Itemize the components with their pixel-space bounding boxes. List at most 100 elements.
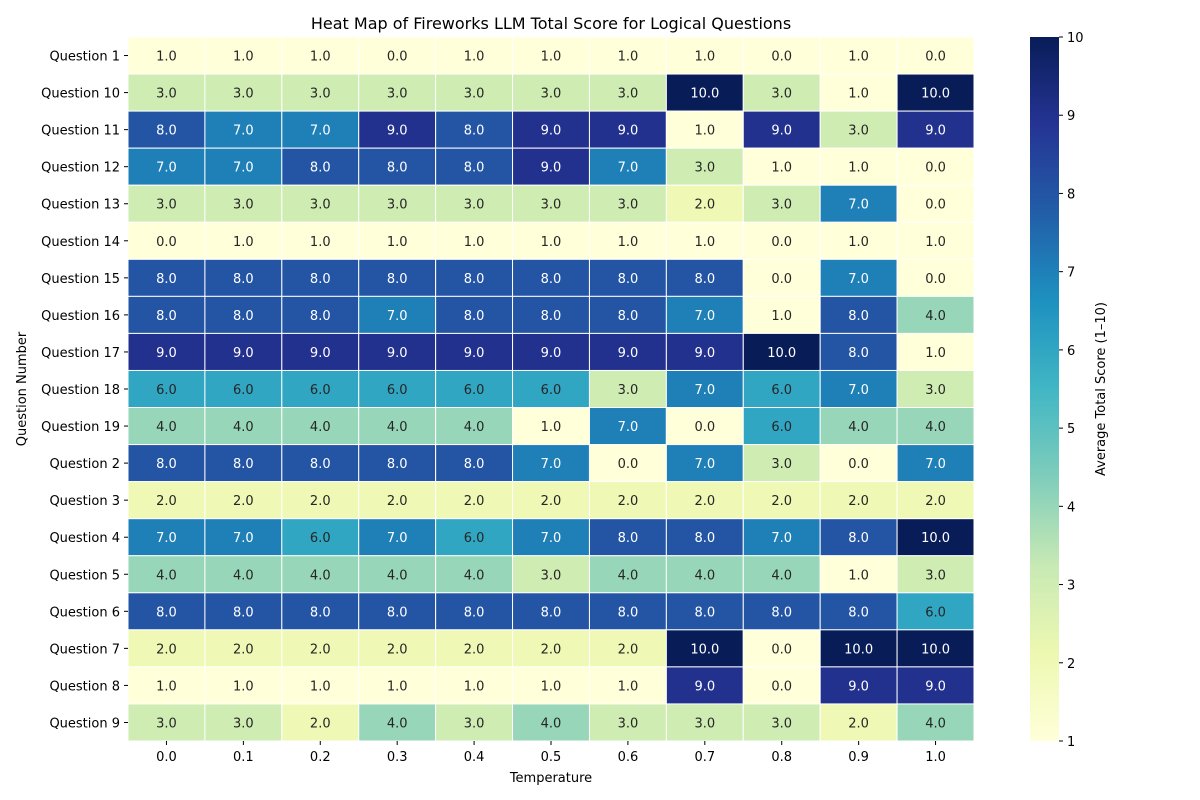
heatmap-cell: [665, 369, 744, 409]
heatmap-cell: [819, 147, 898, 186]
x-tick-labels: 0.0 0.1 0.2 0.3 0.4 0.5 0.6 0.7 0.8 0.9 1.0: [156, 741, 946, 765]
cell-value-label: 1.0: [156, 679, 177, 694]
cell-value-label: 3.0: [618, 716, 639, 731]
cell-value-label: 9.0: [925, 679, 946, 694]
heatmap-cell: [819, 73, 898, 112]
heatmap-cell: [819, 184, 898, 223]
heatmap-cell: [281, 481, 360, 520]
cell-value-label: 9.0: [541, 346, 562, 361]
cell-value-label: 8.0: [156, 605, 177, 620]
cell-value-label: 10.0: [844, 642, 873, 657]
heatmap-cell: [665, 666, 744, 705]
cell-value-label: 3.0: [771, 716, 792, 731]
heatmap-cell: [819, 444, 898, 483]
cell-value-label: 7.0: [541, 531, 562, 546]
cell-value-label: 2.0: [156, 494, 177, 509]
heatmap-cell: [358, 666, 437, 705]
cell-value-label: 9.0: [618, 346, 639, 361]
heatmap-cell: [896, 518, 975, 557]
heatmap-cell: [896, 258, 975, 297]
cell-value-label: 6.0: [464, 531, 485, 546]
cell-value-label: 3.0: [233, 716, 254, 731]
heatmap-cell: [512, 555, 590, 594]
cell-value-label: 10.0: [690, 642, 719, 657]
heatmap-cell: [665, 444, 744, 483]
heatmap-cell: [435, 73, 514, 112]
cell-value-label: 1.0: [848, 50, 869, 65]
cell-value-label: 8.0: [156, 309, 177, 324]
cell-value-label: 1.0: [233, 50, 254, 65]
cell-value-label: 4.0: [541, 716, 562, 731]
cell-value-label: 1.0: [771, 309, 792, 324]
cell-value-label: 2.0: [848, 716, 869, 731]
cell-value-label: 4.0: [464, 420, 485, 435]
cell-value-label: 7.0: [771, 531, 792, 546]
cell-value-label: 9.0: [541, 124, 562, 139]
heatmap-cell: [742, 518, 821, 557]
heatmap-cell: [588, 184, 667, 223]
cell-value-label: 1.0: [848, 568, 869, 583]
x-tick-label: 0.2: [310, 750, 331, 765]
heatmap-cell: [435, 444, 514, 483]
heatmap-cell: [512, 295, 590, 334]
cell-value-label: 2.0: [464, 642, 485, 657]
cell-value-label: 0.0: [925, 198, 946, 213]
heatmap-cell: [512, 369, 590, 409]
colorbar-tick-label: 9: [1067, 109, 1075, 124]
cell-value-label: 1.0: [694, 124, 715, 139]
cell-value-label: 3.0: [156, 198, 177, 213]
heatmap-cell: [281, 36, 360, 75]
cell-value-label: 9.0: [848, 679, 869, 694]
cell-value-label: 8.0: [541, 272, 562, 287]
heatmap-cell: [204, 295, 283, 334]
heatmap-cell: [281, 407, 360, 446]
cell-value-label: 3.0: [618, 198, 639, 213]
x-tick-label: 1.0: [925, 750, 946, 765]
cell-value-label: 2.0: [387, 642, 408, 657]
heatmap-cell: [512, 444, 590, 483]
cell-value-label: 10.0: [921, 531, 950, 546]
cell-value-label: 1.0: [694, 50, 715, 65]
heatmap-cell: [281, 332, 360, 371]
cell-value-label: 9.0: [387, 124, 408, 139]
cell-value-label: 1.0: [464, 50, 485, 65]
heatmap-cell: [204, 481, 283, 520]
cell-value-label: 7.0: [848, 272, 869, 287]
cell-value-label: 8.0: [694, 272, 715, 287]
heatmap-cell: [127, 629, 206, 668]
heatmap-cell: [742, 147, 821, 186]
cell-value-label: 8.0: [848, 346, 869, 361]
cell-value-label: 3.0: [464, 198, 485, 213]
heatmap-cell: [204, 444, 283, 483]
cell-value-label: 8.0: [464, 272, 485, 287]
cell-value-label: 0.0: [618, 457, 639, 472]
cell-value-label: 3.0: [771, 87, 792, 102]
heatmap-cell: [127, 666, 206, 705]
cell-value-label: 3.0: [618, 383, 639, 398]
colorbar-tick-label: 4: [1067, 500, 1075, 515]
x-tick-label: 0.4: [464, 750, 485, 765]
cell-value-label: 6.0: [387, 383, 408, 398]
cell-value-label: 4.0: [848, 420, 869, 435]
heatmap-cell: [512, 73, 590, 112]
cell-value-label: 10.0: [767, 346, 796, 361]
colorbar-tick-label: 3: [1067, 579, 1075, 594]
y-tick-label: Question 9: [49, 716, 120, 731]
cell-value-label: 9.0: [310, 346, 331, 361]
cell-value-label: 1.0: [310, 679, 331, 694]
heatmap-cell: [512, 629, 590, 668]
cell-value-label: 8.0: [233, 605, 254, 620]
colorbar-tick-label: 8: [1067, 187, 1075, 202]
cell-value-label: 8.0: [618, 531, 639, 546]
cell-value-label: 1.0: [771, 161, 792, 176]
cell-value-label: 8.0: [464, 309, 485, 324]
cell-value-label: 7.0: [848, 383, 869, 398]
cell-value-label: 8.0: [156, 272, 177, 287]
heatmap-cell: [204, 36, 283, 75]
heatmap-cell: [896, 444, 975, 483]
heatmap-cell: [588, 258, 667, 297]
y-tick-label: Question 14: [41, 235, 120, 250]
cell-value-label: 7.0: [156, 531, 177, 546]
heatmap-cell: [742, 407, 821, 446]
